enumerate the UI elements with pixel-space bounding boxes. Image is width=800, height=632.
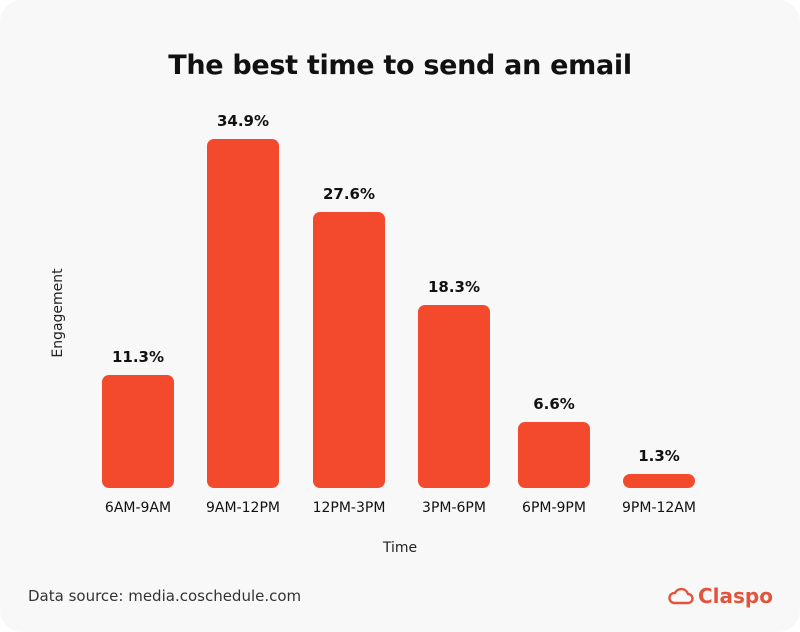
category-label: 6AM-9AM xyxy=(104,500,172,516)
category-label: 9PM-12AM xyxy=(622,500,696,516)
bar-6am-9am xyxy=(102,375,174,488)
brand-name: Claspo xyxy=(698,584,773,608)
bar-6pm-9pm xyxy=(518,422,590,488)
bar-12pm-3pm xyxy=(313,212,385,488)
bar-3pm-6pm xyxy=(418,305,490,488)
category-label: 12PM-3PM xyxy=(312,500,386,516)
category-label: 3PM-6PM xyxy=(422,500,486,516)
data-source: Data source: media.coschedule.com xyxy=(28,587,302,605)
cloud-icon xyxy=(668,587,694,605)
bar-9am-12pm xyxy=(207,139,279,488)
brand-logo: Claspo xyxy=(668,584,773,608)
chart-title: The best time to send an email xyxy=(168,50,632,81)
y-axis-label: Engagement xyxy=(50,268,66,358)
value-label: 27.6% xyxy=(322,185,376,203)
value-label: 34.9% xyxy=(216,112,270,130)
category-label: 9AM-12PM xyxy=(206,500,280,516)
value-label: 18.3% xyxy=(427,278,481,296)
value-label: 6.6% xyxy=(533,395,575,413)
x-axis-label: Time xyxy=(382,540,418,556)
value-label: 1.3% xyxy=(638,447,680,465)
bar-9pm-12am xyxy=(623,474,695,488)
value-label: 11.3% xyxy=(111,348,165,366)
category-label: 6PM-9PM xyxy=(522,500,586,516)
